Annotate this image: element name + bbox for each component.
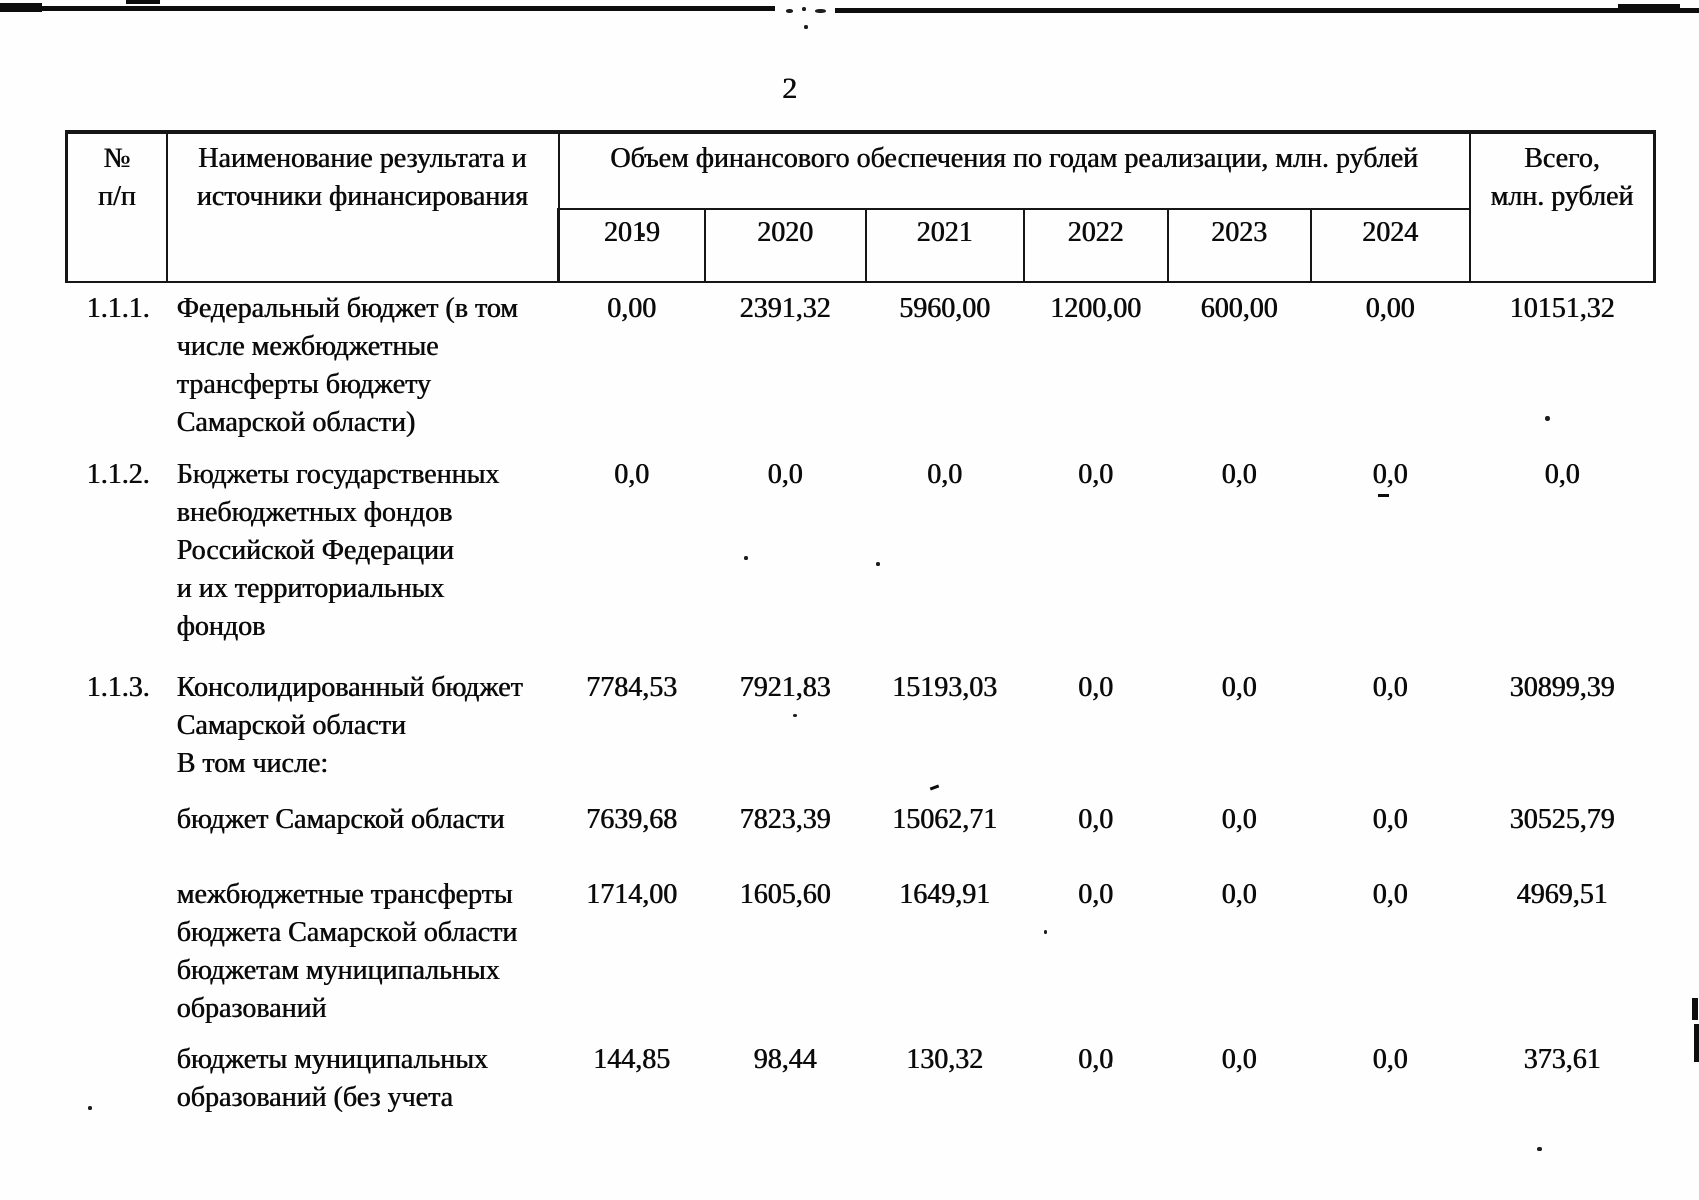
row-value: 5960,00 bbox=[899, 293, 990, 324]
scan-speck bbox=[640, 233, 645, 237]
scan-edge-mark bbox=[1694, 1024, 1699, 1062]
row-value: 144,85 bbox=[593, 1044, 670, 1075]
row-value: 2391,32 bbox=[739, 293, 831, 324]
scan-speck bbox=[802, 7, 806, 11]
scan-speck bbox=[1537, 1147, 1542, 1151]
row-num bbox=[67, 794, 167, 869]
row-value: 0,0 bbox=[767, 459, 803, 490]
scan-top-blob-right bbox=[1618, 4, 1680, 12]
row-value: 1649,91 bbox=[899, 879, 990, 910]
row-name: Федеральный бюджет (в том числе межбюдже… bbox=[176, 293, 518, 438]
row-value: 0,0 bbox=[1372, 804, 1408, 835]
scan-speck bbox=[744, 556, 748, 560]
row-value: 0,0 bbox=[1078, 804, 1113, 835]
table-row: бюджеты муниципальных образований (без у… bbox=[67, 1034, 1655, 1119]
table-row: 1.1.2. Бюджеты государственных внебюджет… bbox=[67, 449, 1655, 662]
scan-speck bbox=[793, 714, 797, 717]
row-value: 0,0 bbox=[1221, 1044, 1257, 1075]
row-value: 0,0 bbox=[1221, 879, 1257, 910]
scan-speck bbox=[1545, 416, 1550, 421]
row-num: 1.1.1. bbox=[86, 293, 150, 324]
scan-top-line-left bbox=[0, 6, 775, 11]
row-total: 4969,51 bbox=[1516, 879, 1608, 910]
row-value: 0,0 bbox=[1221, 459, 1257, 490]
row-name: бюджеты муниципальных образований (без у… bbox=[176, 1044, 488, 1113]
row-value: 0,0 bbox=[1372, 672, 1408, 703]
row-value: 1714,00 bbox=[586, 879, 677, 910]
row-total: 373,61 bbox=[1523, 1044, 1601, 1075]
header-num: № п/п bbox=[65, 130, 168, 283]
row-total: 0,0 bbox=[1544, 459, 1580, 490]
row-value: 0,0 bbox=[1078, 1044, 1113, 1075]
header-year-2019: 2019 bbox=[557, 208, 706, 283]
row-num: 1.1.3. bbox=[86, 672, 150, 703]
row-value: 0,0 bbox=[1372, 879, 1408, 910]
row-value: 600,00 bbox=[1200, 293, 1278, 324]
row-value: 1605,60 bbox=[739, 879, 831, 910]
row-value: 7784,53 bbox=[586, 672, 677, 703]
scan-top-blob-left bbox=[0, 3, 42, 12]
row-total: 10151,32 bbox=[1509, 293, 1615, 324]
row-num bbox=[67, 869, 167, 1034]
finance-table: № п/п Наименование результата и источник… bbox=[65, 130, 1657, 1119]
row-name: бюджет Самарской области bbox=[176, 804, 505, 835]
row-value: 0,0 bbox=[1078, 459, 1113, 490]
scan-speck bbox=[1108, 1063, 1112, 1067]
row-value: 0,0 bbox=[1221, 804, 1257, 835]
scan-top-dash bbox=[126, 0, 160, 4]
row-value: 15062,71 bbox=[892, 804, 997, 835]
scan-top-line-right bbox=[835, 8, 1699, 13]
row-name: Консолидированный бюджет Самарской облас… bbox=[176, 672, 523, 779]
header-volume: Объем финансового обеспечения по годам р… bbox=[557, 130, 1471, 210]
header-year-2022: 2022 bbox=[1022, 208, 1169, 283]
row-value: 130,32 bbox=[906, 1044, 983, 1075]
row-num bbox=[67, 1034, 167, 1119]
row-num: 1.1.2. bbox=[86, 459, 150, 490]
row-value: 0,0 bbox=[927, 459, 962, 490]
table-row: 1.1.3. Консолидированный бюджет Самарско… bbox=[67, 662, 1655, 794]
scan-speck bbox=[786, 9, 793, 13]
row-value: 0,00 bbox=[1365, 293, 1415, 324]
header-total: Всего, млн. рублей bbox=[1468, 130, 1657, 283]
scan-dash bbox=[1378, 494, 1389, 497]
scan-edge-mark bbox=[1692, 998, 1698, 1020]
row-value: 0,0 bbox=[1372, 1044, 1408, 1075]
row-total: 30899,39 bbox=[1509, 672, 1615, 703]
row-value: 7639,68 bbox=[586, 804, 677, 835]
row-value: 0,00 bbox=[607, 293, 656, 324]
scan-speck bbox=[815, 9, 826, 13]
row-value: 98,44 bbox=[753, 1044, 817, 1075]
row-value: 0,0 bbox=[1078, 672, 1113, 703]
row-total: 30525,79 bbox=[1509, 804, 1615, 835]
page-number: 2 bbox=[782, 72, 797, 105]
scan-speck bbox=[1044, 930, 1047, 934]
scan-speck bbox=[876, 562, 880, 566]
header-year-2023: 2023 bbox=[1166, 208, 1312, 283]
row-value: 0,0 bbox=[614, 459, 649, 490]
row-name: Бюджеты государственных внебюджетных фон… bbox=[176, 459, 500, 642]
row-value: 0,0 bbox=[1372, 459, 1408, 490]
row-value: 15193,03 bbox=[892, 672, 997, 703]
scan-speck bbox=[804, 25, 808, 29]
row-value: 7823,39 bbox=[739, 804, 831, 835]
row-value: 0,0 bbox=[1078, 879, 1113, 910]
header-year-2024: 2024 bbox=[1309, 208, 1471, 283]
header-year-2021: 2021 bbox=[864, 208, 1025, 283]
table-row: 1.1.1. Федеральный бюджет (в том числе м… bbox=[67, 282, 1655, 449]
row-name: межбюджетные трансферты бюджета Самарско… bbox=[176, 879, 518, 1024]
row-value: 0,0 bbox=[1221, 672, 1257, 703]
table-row: межбюджетные трансферты бюджета Самарско… bbox=[67, 869, 1655, 1034]
row-value: 1200,00 bbox=[1050, 293, 1141, 324]
table-header: № п/п Наименование результата и источник… bbox=[65, 130, 1657, 283]
table-row: бюджет Самарской области 7639,68 7823,39… bbox=[67, 794, 1655, 869]
row-value: 7921,83 bbox=[739, 672, 831, 703]
scan-speck bbox=[88, 1106, 92, 1110]
header-name: Наименование результата и источники фина… bbox=[165, 130, 560, 283]
header-year-2020: 2020 bbox=[703, 208, 867, 283]
